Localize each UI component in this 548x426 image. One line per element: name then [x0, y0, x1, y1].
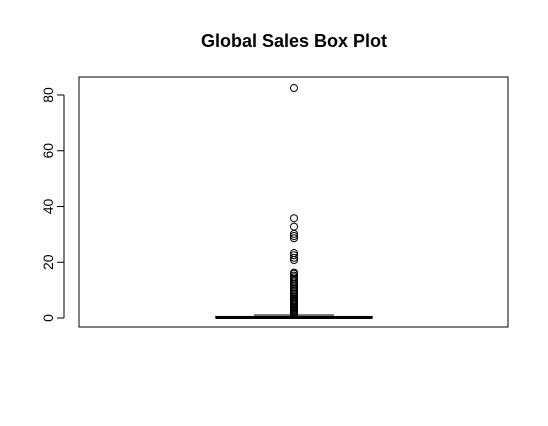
y-axis: 0 20 40 60 80	[40, 87, 65, 322]
outlier-point-9	[290, 256, 298, 265]
y-tick-label-40: 40	[40, 199, 56, 215]
y-tick-label-80: 80	[40, 87, 56, 103]
outlier-point-5	[290, 234, 298, 243]
y-tick-label-60: 60	[40, 143, 56, 159]
outlier-point-4	[290, 232, 298, 241]
chart-title: Global Sales Box Plot	[201, 31, 387, 51]
y-tick-label-0: 0	[40, 314, 56, 322]
outlier-point-0	[290, 84, 298, 93]
outlier-point-7	[290, 251, 298, 260]
outlier-point-2	[290, 222, 298, 231]
plot-frame	[78, 76, 509, 328]
outlier-point-1	[290, 214, 298, 223]
y-tick-label-20: 20	[40, 254, 56, 270]
outlier-point-3	[290, 229, 298, 238]
outlier-point-8	[290, 253, 298, 262]
outlier-group	[290, 84, 298, 319]
outlier-point-40	[290, 310, 298, 319]
